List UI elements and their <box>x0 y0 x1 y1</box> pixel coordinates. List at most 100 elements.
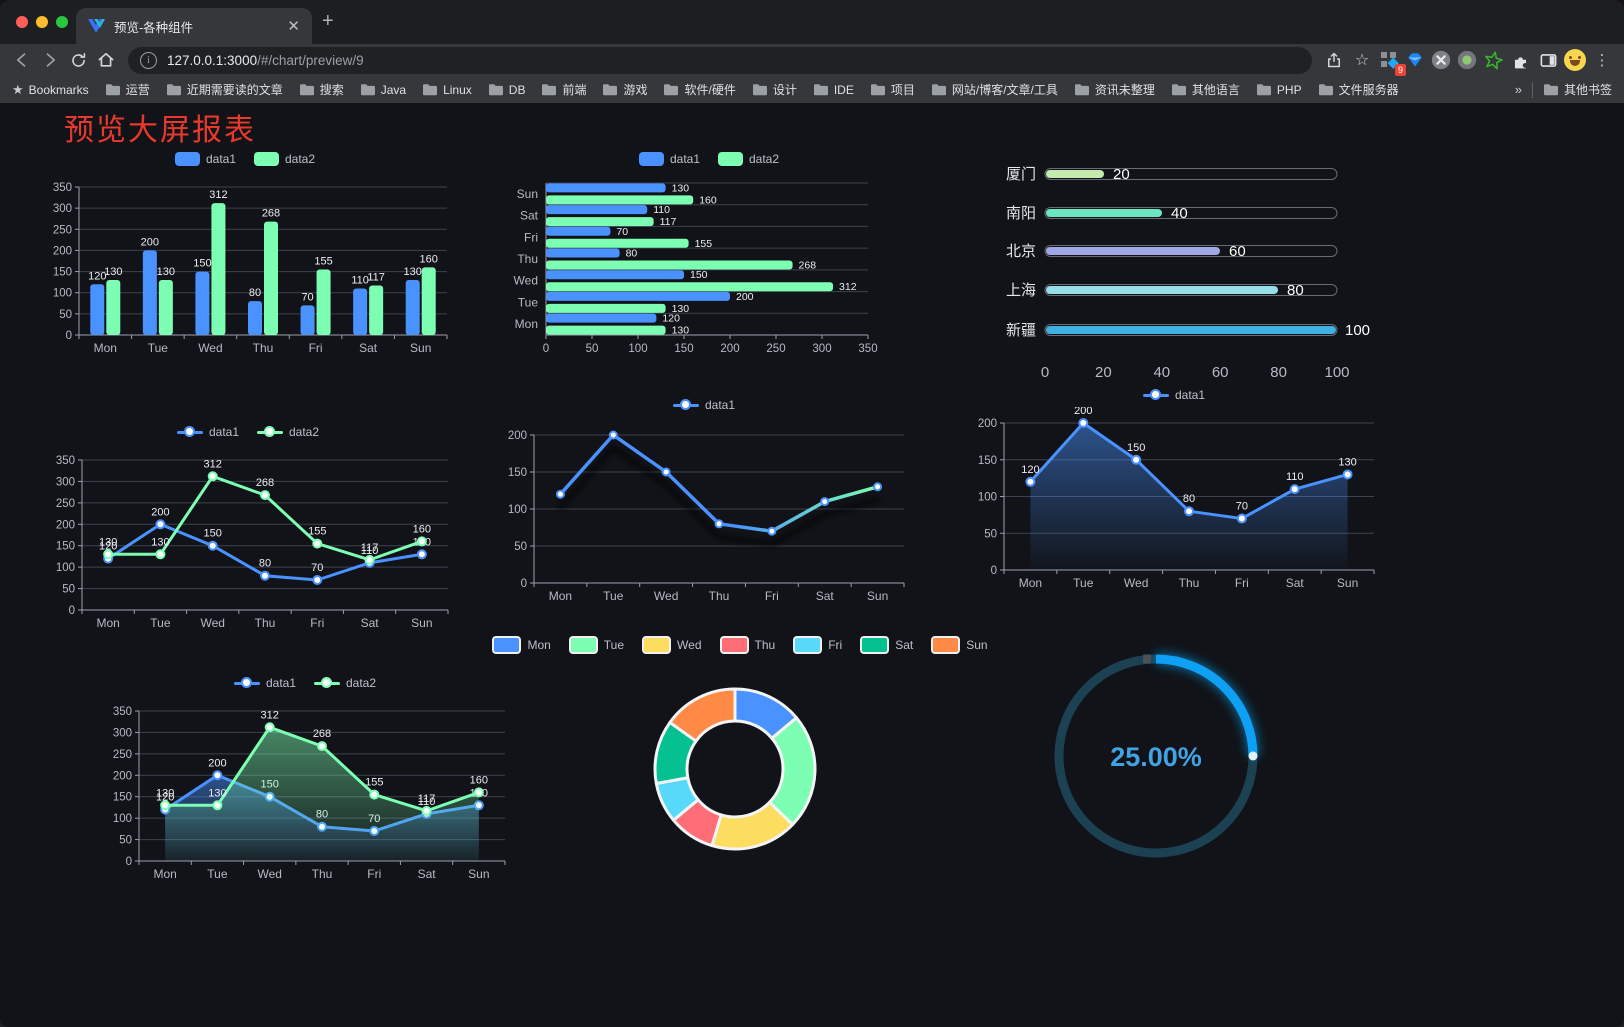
svg-text:130: 130 <box>208 787 226 799</box>
bookmarks-manager-item[interactable]: ★ Bookmarks <box>12 82 89 98</box>
svg-text:350: 350 <box>56 455 75 467</box>
bookmark-folder-7[interactable]: 游戏 <box>602 81 647 98</box>
extension-grid-diamond[interactable]: 9 <box>1376 47 1406 76</box>
bookmark-folder-13[interactable]: 资讯未整理 <box>1074 81 1155 98</box>
extension-green-star[interactable] <box>1480 47 1506 73</box>
bookmark-folder-1[interactable]: 近期需要读的文章 <box>166 81 283 98</box>
svg-text:50: 50 <box>119 835 132 847</box>
legend-item-data2[interactable]: data2 <box>254 152 315 166</box>
chart-legend: data1 data2 <box>38 420 458 444</box>
zoom-window-button[interactable] <box>56 16 68 28</box>
bookmark-folder-0[interactable]: 运营 <box>105 81 150 98</box>
svg-text:150: 150 <box>113 792 132 804</box>
bookmark-label: 其他语言 <box>1191 83 1240 97</box>
legend-item-Fri[interactable]: Fri <box>793 636 842 654</box>
new-tab-button[interactable]: + <box>322 10 334 32</box>
legend-item-data1[interactable]: data1 <box>672 398 735 412</box>
bookmark-folder-4[interactable]: Linux <box>422 83 472 97</box>
bookmark-label: 文件服务器 <box>1338 83 1399 97</box>
bookmark-label: IDE <box>833 82 854 97</box>
browser-menu-button[interactable]: ⋮ <box>1594 52 1610 69</box>
svg-text:上海: 上海 <box>1006 282 1036 299</box>
legend-item-Wed[interactable]: Wed <box>642 636 702 654</box>
bookmark-label: 近期需要读的文章 <box>186 83 283 97</box>
bookmark-folder-14[interactable]: 其他语言 <box>1171 81 1240 98</box>
svg-text:0: 0 <box>521 578 527 590</box>
bookmark-folder-15[interactable]: PHP <box>1256 83 1302 97</box>
chart-legend: data1 <box>958 383 1390 407</box>
two-series-area-chart: data1 data2 0 50 100 150 200 250 300 350 Mon Tue Wed… <box>95 671 515 893</box>
extension-green-dot-circle[interactable] <box>1454 47 1480 73</box>
legend-item-Mon[interactable]: Mon <box>492 636 551 654</box>
bookmark-star-button[interactable]: ☆ <box>1354 52 1370 69</box>
svg-text:Thu: Thu <box>255 616 276 630</box>
bookmark-folder-6[interactable]: 前端 <box>541 81 586 98</box>
reload-button[interactable] <box>64 47 92 73</box>
bookmark-folder-11[interactable]: 项目 <box>870 81 915 98</box>
legend-item-data1[interactable]: data1 <box>1142 388 1205 402</box>
bookmark-folder-5[interactable]: DB <box>488 83 525 97</box>
bookmark-folder-2[interactable]: 搜索 <box>299 81 344 98</box>
bookmark-folder-10[interactable]: IDE <box>813 83 854 97</box>
close-window-button[interactable] <box>16 16 28 28</box>
legend-item-Tue[interactable]: Tue <box>568 636 624 654</box>
svg-text:Mon: Mon <box>1019 576 1042 590</box>
svg-text:150: 150 <box>1127 442 1145 454</box>
url-text: 127.0.0.1:3000/#/chart/preview/9 <box>167 53 364 68</box>
legend-label: data2 <box>289 425 320 439</box>
legend-item-data2[interactable]: data2 <box>314 676 376 690</box>
minimize-window-button[interactable] <box>36 16 48 28</box>
tab-close-icon[interactable]: ✕ <box>287 17 300 35</box>
profile-avatar[interactable] <box>1562 47 1588 73</box>
folder-icon <box>299 84 314 96</box>
bookmarks-overflow-button[interactable]: » <box>1514 82 1522 97</box>
legend-swatch <box>642 636 672 654</box>
legend-swatch <box>931 636 961 654</box>
bookmark-folder-9[interactable]: 设计 <box>752 81 797 98</box>
svg-text:Wed: Wed <box>257 867 281 881</box>
address-bar[interactable]: i 127.0.0.1:3000/#/chart/preview/9 <box>128 46 1312 74</box>
legend-item-data1[interactable]: data1 <box>174 152 236 166</box>
svg-text:20: 20 <box>1113 166 1130 183</box>
side-panel-button[interactable] <box>1534 47 1562 73</box>
svg-text:Wed: Wed <box>200 616 224 630</box>
site-info-icon[interactable]: i <box>140 51 157 69</box>
legend-item-data1[interactable]: data1 <box>233 676 296 690</box>
bookmark-folder-8[interactable]: 软件/硬件 <box>663 81 736 98</box>
extensions-puzzle-button[interactable] <box>1506 47 1534 73</box>
legend-item-Thu[interactable]: Thu <box>719 636 775 654</box>
home-button[interactable] <box>92 47 120 73</box>
legend-item-Sun[interactable]: Sun <box>931 636 988 654</box>
back-icon <box>17 53 26 67</box>
svg-text:Thu: Thu <box>1179 576 1200 590</box>
legend-item-data1[interactable]: data1 <box>638 152 700 166</box>
svg-text:200: 200 <box>208 757 226 769</box>
bookmark-folder-12[interactable]: 网站/博客/文章/工具 <box>931 81 1058 98</box>
folder-icon <box>603 84 618 96</box>
folder-icon <box>166 84 181 96</box>
svg-text:100: 100 <box>978 492 997 504</box>
bookmark-folder-16[interactable]: 文件服务器 <box>1318 81 1399 98</box>
legend-item-data1[interactable]: data1 <box>176 425 239 439</box>
share-button[interactable] <box>1320 47 1348 73</box>
svg-text:100: 100 <box>56 562 75 574</box>
url-path: /#/chart/preview/9 <box>257 52 364 68</box>
legend-swatch <box>174 152 200 166</box>
bookmark-folder-3[interactable]: Java <box>360 83 406 97</box>
two-series-line-chart: data1 data2 0 50 100 150 200 250 300 350 Mon Tue Wed… <box>38 420 458 636</box>
browser-tab[interactable]: 预览-各种组件 ✕ <box>76 8 312 44</box>
back-button[interactable] <box>8 47 36 73</box>
chart-legend: data1 data2 <box>95 671 515 695</box>
svg-text:100: 100 <box>1324 364 1349 381</box>
legend-item-data2[interactable]: data2 <box>718 152 779 166</box>
tab-strip: 预览-各种组件 ✕ + <box>0 0 1624 44</box>
folder-icon <box>1543 84 1558 96</box>
svg-text:北京: 北京 <box>1006 243 1036 260</box>
other-bookmarks-folder[interactable]: 其他书签 <box>1543 81 1612 98</box>
extension-command-circle[interactable] <box>1428 47 1454 73</box>
legend-item-Sat[interactable]: Sat <box>860 636 913 654</box>
svg-text:Fri: Fri <box>310 616 324 630</box>
legend-item-data2[interactable]: data2 <box>257 425 319 439</box>
forward-button[interactable] <box>36 47 64 73</box>
extension-gem[interactable] <box>1402 47 1428 73</box>
